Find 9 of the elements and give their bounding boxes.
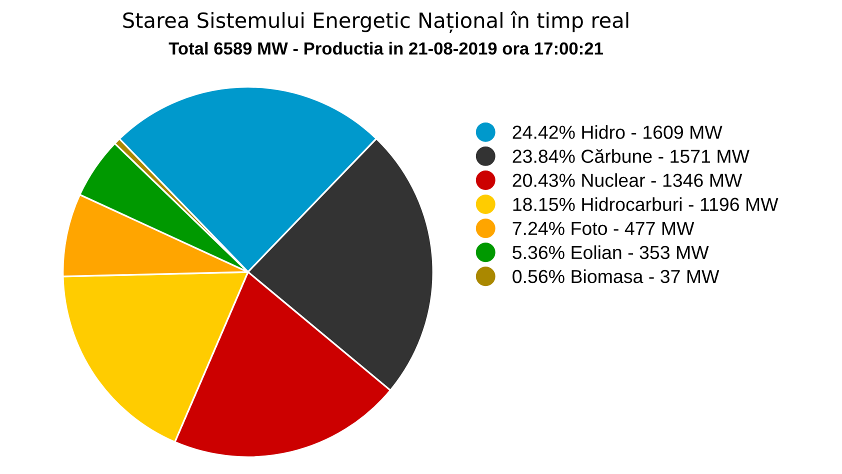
legend-label: 0.56% Biomasa - 37 MW [512,269,720,284]
legend-label: 18.15% Hidrocarburi - 1196 MW [513,197,778,212]
legend-label: 7.24% Foto - 477 MW [512,222,694,236]
legend-label: 20.43% Nuclear - 1346 MW [512,173,742,187]
chart-title: Starea Sistemului Energetic Național în timp real [123,11,628,33]
legend-label: 5.36% Eolian - 353 MW [512,245,709,260]
legend-label: 23.84% Cărbune - 1571 MW [512,148,750,163]
chart-subtitle: Total 6589 MW - Productia in 21-08-2019 ora 17:00:21 [168,42,603,55]
legend-label: 24.42% Hidro - 1609 MW [512,125,722,139]
